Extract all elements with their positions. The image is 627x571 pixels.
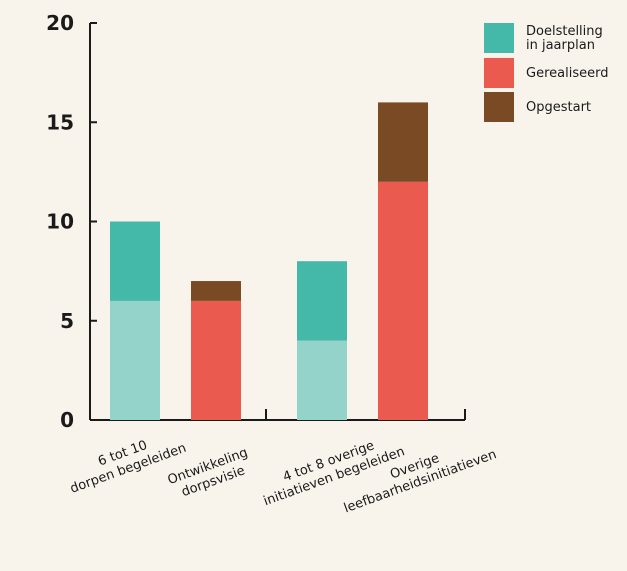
legend-label-1-line-1: Doelstelling (526, 24, 603, 39)
legend-swatch-1 (484, 23, 514, 53)
legend-label-3: Opgestart (526, 100, 591, 115)
category-labels: 6 tot 10dorpen begeleidenOntwikkelingdor… (68, 438, 498, 516)
bar-4-segment-2 (378, 102, 428, 182)
bar-1 (110, 221, 160, 420)
bar-3 (297, 261, 347, 420)
bar-2-segment-1 (191, 300, 241, 420)
bar-2-segment-2 (191, 281, 241, 301)
bar-4 (378, 102, 428, 420)
legend-swatch-2 (484, 58, 514, 88)
bar-3-segment-2 (297, 261, 347, 341)
bar-1-segment-1 (110, 300, 160, 420)
y-tick-label-20: 20 (46, 11, 74, 35)
y-tick-label-5: 5 (60, 309, 74, 333)
legend-label-1-line-2: in jaarplan (526, 38, 595, 53)
legend-label-1: Doelstelling in jaarplan (526, 24, 603, 53)
legend-label-2-line-1: Gerealiseerd (526, 66, 608, 81)
y-tick-label-10: 10 (46, 210, 74, 234)
legend-label-2: Gerealiseerd (526, 66, 608, 81)
bar-2 (191, 281, 241, 420)
legend-swatch-3 (484, 92, 514, 122)
legend: Doelstelling in jaarplan Gerealiseerd Opges… (484, 23, 608, 122)
bar-1-segment-2 (110, 221, 160, 301)
bars (110, 102, 428, 420)
y-tick-label-0: 0 (60, 408, 74, 432)
legend-label-3-line-1: Opgestart (526, 100, 591, 115)
bar-4-segment-1 (378, 181, 428, 420)
y-tick-label-15: 15 (46, 110, 74, 134)
bar-3-segment-1 (297, 340, 347, 420)
